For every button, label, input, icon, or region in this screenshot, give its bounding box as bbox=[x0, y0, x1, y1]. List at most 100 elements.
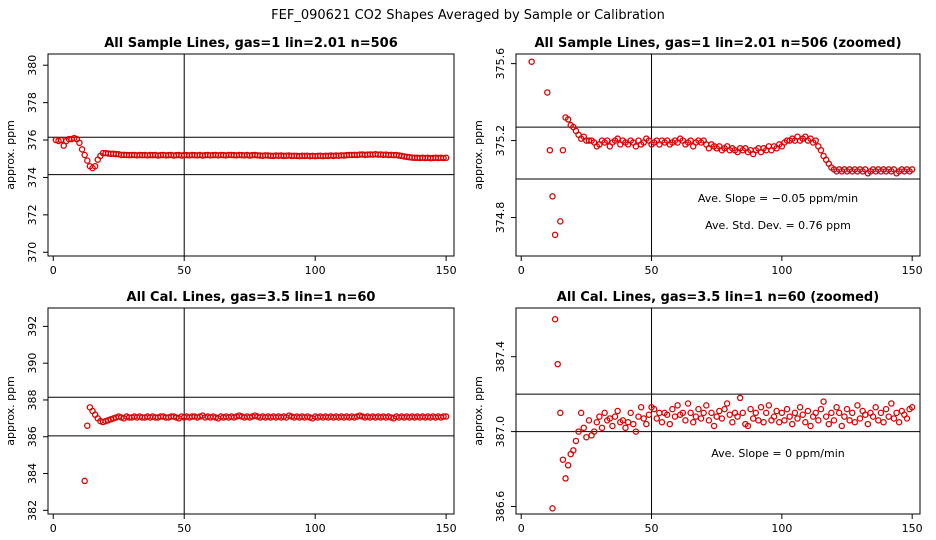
data-point bbox=[632, 428, 640, 435]
x-tick-label: 150 bbox=[436, 522, 457, 535]
plot-frame bbox=[47, 307, 455, 515]
data-point bbox=[590, 428, 598, 435]
x-tick-label: 50 bbox=[645, 264, 659, 277]
data-point bbox=[440, 413, 447, 420]
data-point bbox=[551, 315, 559, 323]
chart-panel-3: All Cal. Lines, gas=3.5 lin=1 n=60 0 50 100… bbox=[4, 290, 457, 535]
data-point bbox=[716, 407, 723, 415]
x-tick-label: 50 bbox=[645, 522, 659, 535]
data-point bbox=[572, 437, 580, 445]
y-tick-label: 374.8 bbox=[494, 202, 507, 234]
data-point bbox=[687, 409, 694, 417]
x-tick-label: 100 bbox=[305, 522, 326, 535]
x-tick-label: 0 bbox=[518, 264, 525, 277]
data-point bbox=[81, 477, 88, 485]
data-point bbox=[653, 415, 660, 422]
data-point bbox=[564, 462, 572, 469]
chart-panel-2: All Sample Lines, gas=1 lin=2.01 n=506 (… bbox=[472, 36, 923, 277]
data-point bbox=[765, 402, 773, 409]
data-point bbox=[637, 404, 645, 411]
data-point bbox=[815, 417, 822, 424]
data-point bbox=[830, 417, 838, 424]
data-point bbox=[786, 413, 793, 420]
data-point bbox=[559, 146, 567, 154]
data-point bbox=[820, 398, 827, 405]
y-axis-label: approx. ppm bbox=[4, 376, 17, 446]
data-point bbox=[817, 405, 825, 413]
data-point bbox=[817, 146, 825, 154]
y-tick-label: 390 bbox=[26, 353, 39, 374]
data-point bbox=[739, 409, 747, 417]
data-point bbox=[650, 405, 658, 413]
x-tick-label: 0 bbox=[50, 522, 57, 535]
y-tick-label: 370 bbox=[26, 242, 39, 263]
data-point bbox=[729, 418, 736, 426]
y-tick-label: 376 bbox=[26, 130, 39, 151]
data-point bbox=[908, 166, 916, 173]
data-point bbox=[645, 411, 653, 418]
data-point bbox=[700, 409, 707, 417]
data-point bbox=[872, 404, 879, 411]
chart-panel-4: All Cal. Lines, gas=3.5 lin=1 n=60 (zoom… bbox=[472, 290, 923, 535]
data-point bbox=[710, 422, 718, 430]
data-point bbox=[908, 404, 916, 411]
y-axis-label: approx. ppm bbox=[472, 120, 485, 190]
data-point bbox=[893, 409, 900, 417]
data-point bbox=[554, 360, 561, 368]
data-point bbox=[562, 475, 569, 482]
data-point bbox=[747, 405, 754, 413]
data-point bbox=[854, 402, 861, 409]
data-point bbox=[869, 413, 877, 420]
data-point bbox=[880, 418, 887, 426]
data-point bbox=[570, 447, 577, 454]
data-point bbox=[593, 418, 601, 426]
figure-title: FEF_090621 CO2 Shapes Averaged by Sample… bbox=[271, 8, 665, 23]
data-point bbox=[442, 413, 450, 420]
y-tick-label: 386.6 bbox=[494, 491, 507, 523]
data-point bbox=[802, 418, 809, 426]
data-point bbox=[825, 420, 833, 428]
data-point bbox=[718, 415, 726, 422]
data-point bbox=[721, 405, 728, 413]
x-tick-label: 0 bbox=[518, 522, 525, 535]
data-point bbox=[773, 407, 780, 415]
data-point bbox=[575, 428, 582, 435]
data-point bbox=[630, 420, 637, 428]
x-tick-label: 100 bbox=[305, 264, 326, 277]
y-axis-label: approx. ppm bbox=[4, 120, 17, 190]
data-point bbox=[559, 456, 567, 463]
data-point bbox=[833, 404, 840, 411]
chart-panel-1: All Sample Lines, gas=1 lin=2.01 n=506 0 5… bbox=[4, 36, 457, 277]
data-point bbox=[812, 409, 819, 417]
x-tick-label: 150 bbox=[436, 264, 457, 277]
data-point bbox=[781, 417, 788, 424]
data-point bbox=[856, 415, 864, 422]
data-point bbox=[682, 417, 689, 424]
y-tick-label: 392 bbox=[26, 316, 39, 337]
data-point bbox=[864, 420, 872, 428]
data-point bbox=[663, 411, 671, 418]
data-point bbox=[84, 422, 91, 429]
data-point bbox=[549, 505, 556, 512]
y-tick-label: 380 bbox=[26, 55, 39, 76]
data-point bbox=[440, 154, 447, 162]
data-point bbox=[726, 411, 733, 418]
data-point bbox=[697, 415, 705, 422]
data-point bbox=[703, 402, 710, 409]
data-point bbox=[622, 424, 629, 432]
data-point bbox=[671, 413, 679, 420]
panel-title: All Cal. Lines, gas=3.5 lin=1 n=60 (zoom… bbox=[557, 290, 879, 305]
data-point bbox=[796, 404, 804, 411]
y-tick-label: 388 bbox=[26, 389, 39, 410]
data-point bbox=[877, 409, 885, 417]
data-point bbox=[851, 418, 859, 426]
y-tick-label: 387.0 bbox=[494, 416, 507, 448]
data-point bbox=[783, 405, 791, 413]
data-point bbox=[734, 413, 741, 420]
data-point bbox=[640, 415, 647, 422]
data-point bbox=[875, 417, 882, 424]
data-point bbox=[551, 231, 559, 239]
data-point bbox=[799, 411, 806, 418]
data-point bbox=[794, 415, 801, 422]
